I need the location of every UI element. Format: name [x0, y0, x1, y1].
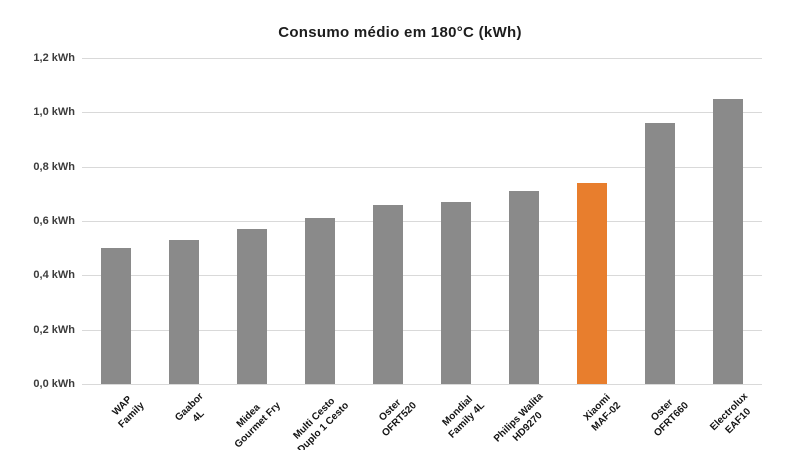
bar [713, 98, 743, 384]
x-axis-label: Oster OFRT520 [377, 397, 419, 439]
bar [373, 204, 403, 384]
y-axis-label: 0,8 kWh [33, 160, 75, 173]
y-axis-label: 1,2 kWh [33, 52, 75, 64]
bar [509, 191, 539, 384]
x-axis-label: WAP Family [110, 394, 147, 431]
gridline [82, 112, 762, 114]
y-axis-label: 0,0 kWh [33, 378, 75, 390]
gridline [82, 221, 762, 222]
bar [441, 201, 471, 384]
x-axis-label: Xiaomi MAF-02 [581, 392, 623, 434]
gridline [82, 166, 762, 168]
gridline [82, 329, 762, 331]
x-axis-line [82, 384, 762, 385]
y-axis-label: 0,6 kWh [33, 215, 75, 227]
bar [101, 248, 131, 384]
bar [645, 123, 675, 384]
bar-highlighted [577, 182, 607, 384]
gridline [82, 58, 762, 59]
x-axis-label: Electrolux EAF10 [707, 391, 753, 436]
chart-title: Consumo médio em 180°C (kWh) [278, 24, 522, 41]
x-axis-label: Mondial Family 4L [440, 393, 487, 441]
x-axis-label: Gaabor 4L [173, 391, 207, 425]
y-axis-label: 0,2 kWh [33, 323, 75, 336]
bar [305, 218, 335, 384]
y-axis-label: 1,0 kWh [33, 106, 75, 119]
x-axis-label: Midea Gourmet Fry [232, 399, 283, 450]
x-axis-label: Multi Cesto Duplo 1 Cesto [291, 395, 351, 450]
x-axis-label: Oster OFRT660 [649, 397, 691, 439]
bar [169, 240, 199, 384]
bar [237, 229, 267, 384]
gridline [82, 275, 762, 277]
y-axis-label: 0,4 kWh [33, 269, 75, 282]
x-axis-label: Philips Walita HD9270 [492, 391, 546, 445]
